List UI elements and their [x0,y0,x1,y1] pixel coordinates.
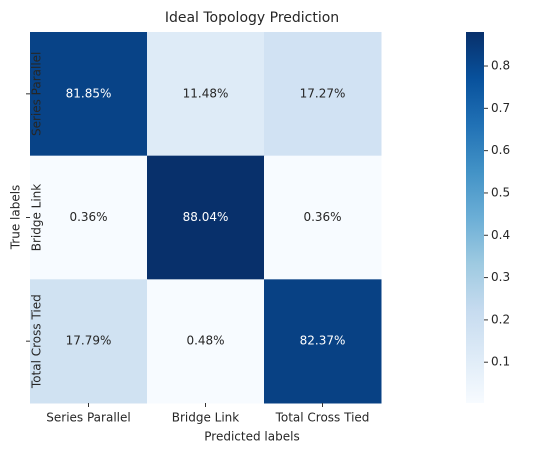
heatmap-cell [264,279,382,404]
x-tick-label: Series Parallel [46,411,130,425]
y-tick-label: Total Cross Tied [30,294,44,389]
cell-label: 17.79% [66,334,112,348]
heatmap-cell [30,155,148,280]
colorbar-tick-label: 0.7 [491,101,510,115]
colorbar-tick-label: 0.4 [491,228,510,242]
colorbar-tick-label: 0.3 [491,270,510,284]
cell-label: 82.37% [300,334,346,348]
colorbar [466,32,484,403]
cell-label: 88.04% [183,210,229,224]
heatmap-cell [147,155,265,280]
cell-label: 17.27% [300,86,346,100]
x-tick-label: Total Cross Tied [275,411,370,425]
cell-label: 0.48% [186,334,224,348]
y-axis-label: True labels [9,185,23,251]
heatmap-cell [147,32,265,157]
x-axis-label: Predicted labels [204,430,299,444]
colorbar-tick-label: 0.6 [491,143,510,157]
cell-label: 11.48% [183,86,229,100]
heatmap-cell [147,279,265,404]
cell-label: 81.85% [66,86,112,100]
chart-title: Ideal Topology Prediction [165,10,339,26]
cell-label: 0.36% [69,210,107,224]
heatmap-cell [264,155,382,280]
y-tick-label: Bridge Link [30,184,44,252]
heatmap-cell [30,279,148,404]
colorbar-tick-label: 0.1 [491,355,510,369]
colorbar-tick-label: 0.8 [491,59,510,73]
x-tick-label: Bridge Link [172,411,240,425]
heatmap-cell [30,32,148,157]
cell-label: 0.36% [303,210,341,224]
colorbar-tick-label: 0.5 [491,185,510,199]
heatmap-cell [264,32,382,157]
colorbar-tick-label: 0.2 [491,312,510,326]
y-tick-label: Series Parallel [30,52,44,136]
